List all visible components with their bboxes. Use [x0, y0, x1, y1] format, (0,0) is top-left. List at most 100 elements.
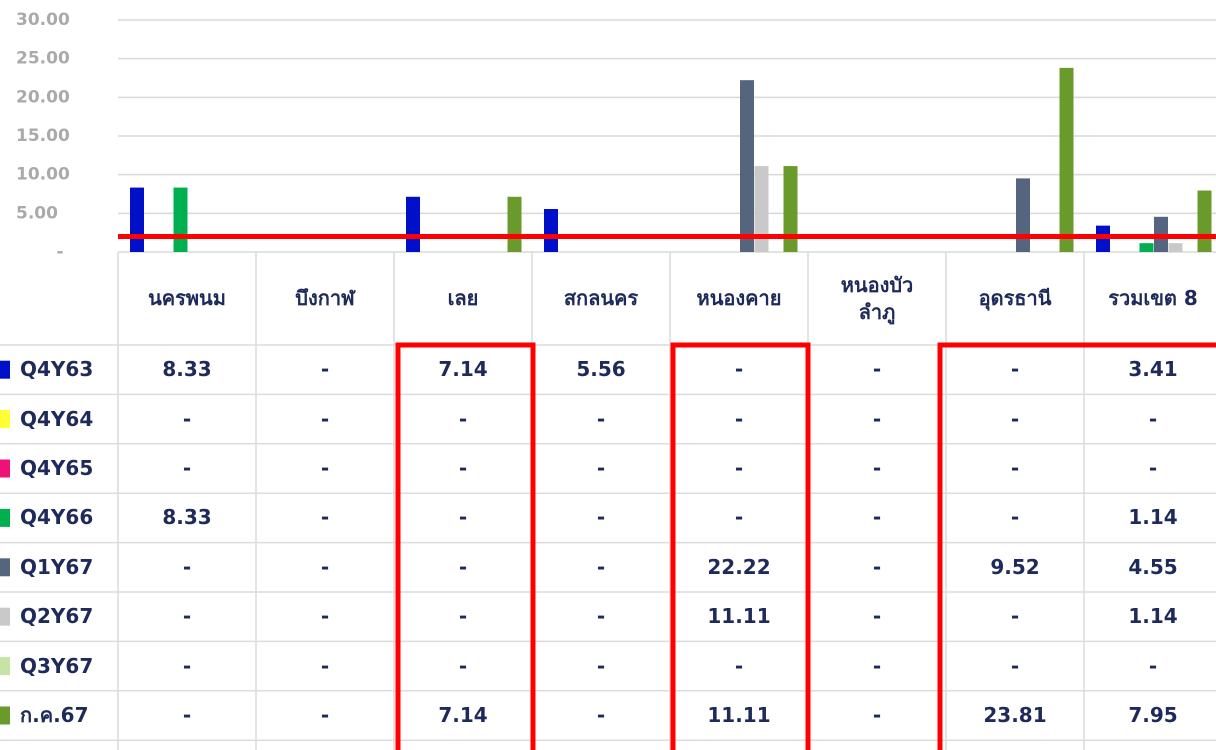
y-tick-label: 30.00 — [16, 10, 70, 30]
bar — [1139, 243, 1154, 252]
y-tick-label: 25.00 — [16, 49, 70, 69]
table-cell: - — [596, 455, 606, 480]
legend-swatch — [0, 657, 10, 676]
table-cell: - — [596, 702, 606, 727]
table-cell: 9.52 — [990, 554, 1040, 579]
row-label: Q2Y67 — [20, 604, 94, 629]
column-header: บึงกาฬ — [295, 286, 355, 310]
table-cell: 22.22 — [707, 554, 771, 579]
table-cell: - — [182, 406, 192, 431]
table-cell: - — [320, 357, 330, 382]
legend-swatch — [0, 360, 10, 379]
table-cell: - — [872, 604, 882, 629]
bar — [1168, 243, 1183, 252]
row-label: ก.ค.67 — [20, 702, 89, 727]
table-cell: - — [458, 505, 468, 530]
table-cell: 1.14 — [1128, 505, 1178, 530]
legend-swatch — [0, 459, 10, 478]
table-cell: 8.33 — [162, 505, 212, 530]
table-cell: - — [1010, 406, 1020, 431]
bar — [740, 80, 754, 252]
bar — [754, 166, 769, 252]
table-cell: 5.56 — [576, 357, 626, 382]
y-tick-label: 20.00 — [16, 87, 70, 107]
y-tick-label: 15.00 — [16, 126, 70, 146]
legend-swatch — [0, 607, 10, 626]
row-label: Q3Y67 — [20, 653, 94, 678]
table-cell: - — [872, 505, 882, 530]
table-cell: - — [320, 604, 330, 629]
table-cell: - — [320, 653, 330, 678]
row-label: Q4Y63 — [20, 357, 94, 382]
bar — [130, 187, 144, 252]
table-cell: 7.14 — [438, 357, 488, 382]
legend-swatch — [0, 706, 10, 725]
table-cell: - — [596, 406, 606, 431]
table-cell: - — [734, 357, 744, 382]
column-header: สกลนคร — [563, 286, 639, 310]
table-cell: - — [872, 455, 882, 480]
table-cell: - — [872, 357, 882, 382]
table-cell: 11.11 — [707, 604, 771, 629]
table-cell: 7.95 — [1128, 702, 1178, 727]
table-cell: 7.14 — [438, 702, 488, 727]
table-cell: - — [1010, 357, 1020, 382]
bar — [1197, 190, 1212, 252]
row-label: Q4Y64 — [20, 406, 94, 431]
table-cell: - — [458, 554, 468, 579]
column-header: หนองคาย — [696, 286, 782, 310]
table-cell: 4.55 — [1128, 554, 1178, 579]
table-cell: - — [734, 505, 744, 530]
highlight-box — [670, 342, 811, 750]
table-cell: - — [1148, 455, 1158, 480]
table-cell: - — [1010, 455, 1020, 480]
highlight-box — [937, 342, 1216, 750]
y-tick-label: 5.00 — [16, 203, 58, 223]
table-cell: - — [734, 653, 744, 678]
table-cell: - — [1148, 653, 1158, 678]
table-cell: - — [734, 406, 744, 431]
table-cell: - — [596, 604, 606, 629]
table-cell: - — [458, 406, 468, 431]
table-cell: - — [320, 554, 330, 579]
legend-swatch — [0, 410, 10, 429]
table-cell: - — [872, 702, 882, 727]
table-cell: - — [872, 653, 882, 678]
table-cell: - — [1010, 653, 1020, 678]
bar — [1016, 178, 1030, 252]
table-cell: - — [1010, 604, 1020, 629]
column-header: เลย — [447, 286, 479, 310]
legend-swatch — [0, 508, 10, 527]
table-cell: - — [182, 653, 192, 678]
table-cell: - — [458, 653, 468, 678]
table-cell: - — [320, 505, 330, 530]
legend-swatch — [0, 558, 10, 577]
table-cell: - — [596, 505, 606, 530]
column-header: นครพนม — [148, 286, 226, 310]
table-cell: 11.11 — [707, 702, 771, 727]
table-cell: 23.81 — [983, 702, 1047, 727]
table-cell: - — [596, 653, 606, 678]
table-cell: - — [872, 554, 882, 579]
bar — [544, 209, 558, 252]
bar — [783, 166, 798, 252]
column-header: รวมเขต 8 — [1108, 286, 1198, 310]
table-cell: - — [1010, 505, 1020, 530]
table-cell: - — [182, 554, 192, 579]
table-cell: - — [872, 406, 882, 431]
column-header: หนองบัว ลำภู — [840, 272, 914, 324]
table-cell: - — [182, 455, 192, 480]
bar — [173, 187, 188, 252]
table-cell: - — [596, 554, 606, 579]
table-cell: - — [320, 702, 330, 727]
column-header: อุดรธานี — [978, 286, 1052, 310]
table-cell: 1.14 — [1128, 604, 1178, 629]
table-cell: - — [320, 455, 330, 480]
table-cell: - — [1148, 406, 1158, 431]
highlight-box — [395, 342, 536, 750]
table-cell: - — [320, 406, 330, 431]
y-tick-label: 10.00 — [16, 165, 70, 185]
table-cell: - — [182, 604, 192, 629]
